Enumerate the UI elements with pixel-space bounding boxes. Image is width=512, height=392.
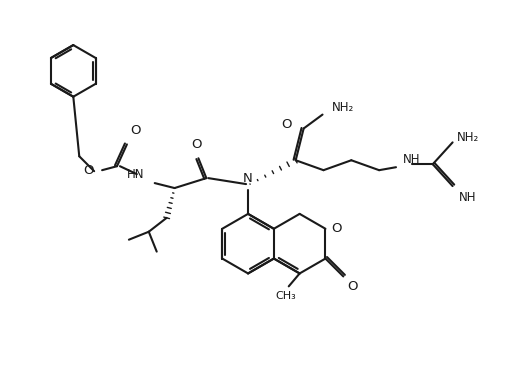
Text: O: O <box>83 164 94 177</box>
Text: O: O <box>130 124 140 138</box>
Text: NH₂: NH₂ <box>457 131 479 144</box>
Text: NH₂: NH₂ <box>331 101 354 114</box>
Text: O: O <box>191 138 202 151</box>
Text: HN: HN <box>127 168 145 181</box>
Text: O: O <box>281 118 292 131</box>
Text: NH: NH <box>459 191 476 204</box>
Text: N: N <box>243 172 253 185</box>
Text: O: O <box>347 280 358 293</box>
Text: CH₃: CH₃ <box>275 291 296 301</box>
Text: O: O <box>331 222 342 235</box>
Text: NH: NH <box>403 153 420 166</box>
